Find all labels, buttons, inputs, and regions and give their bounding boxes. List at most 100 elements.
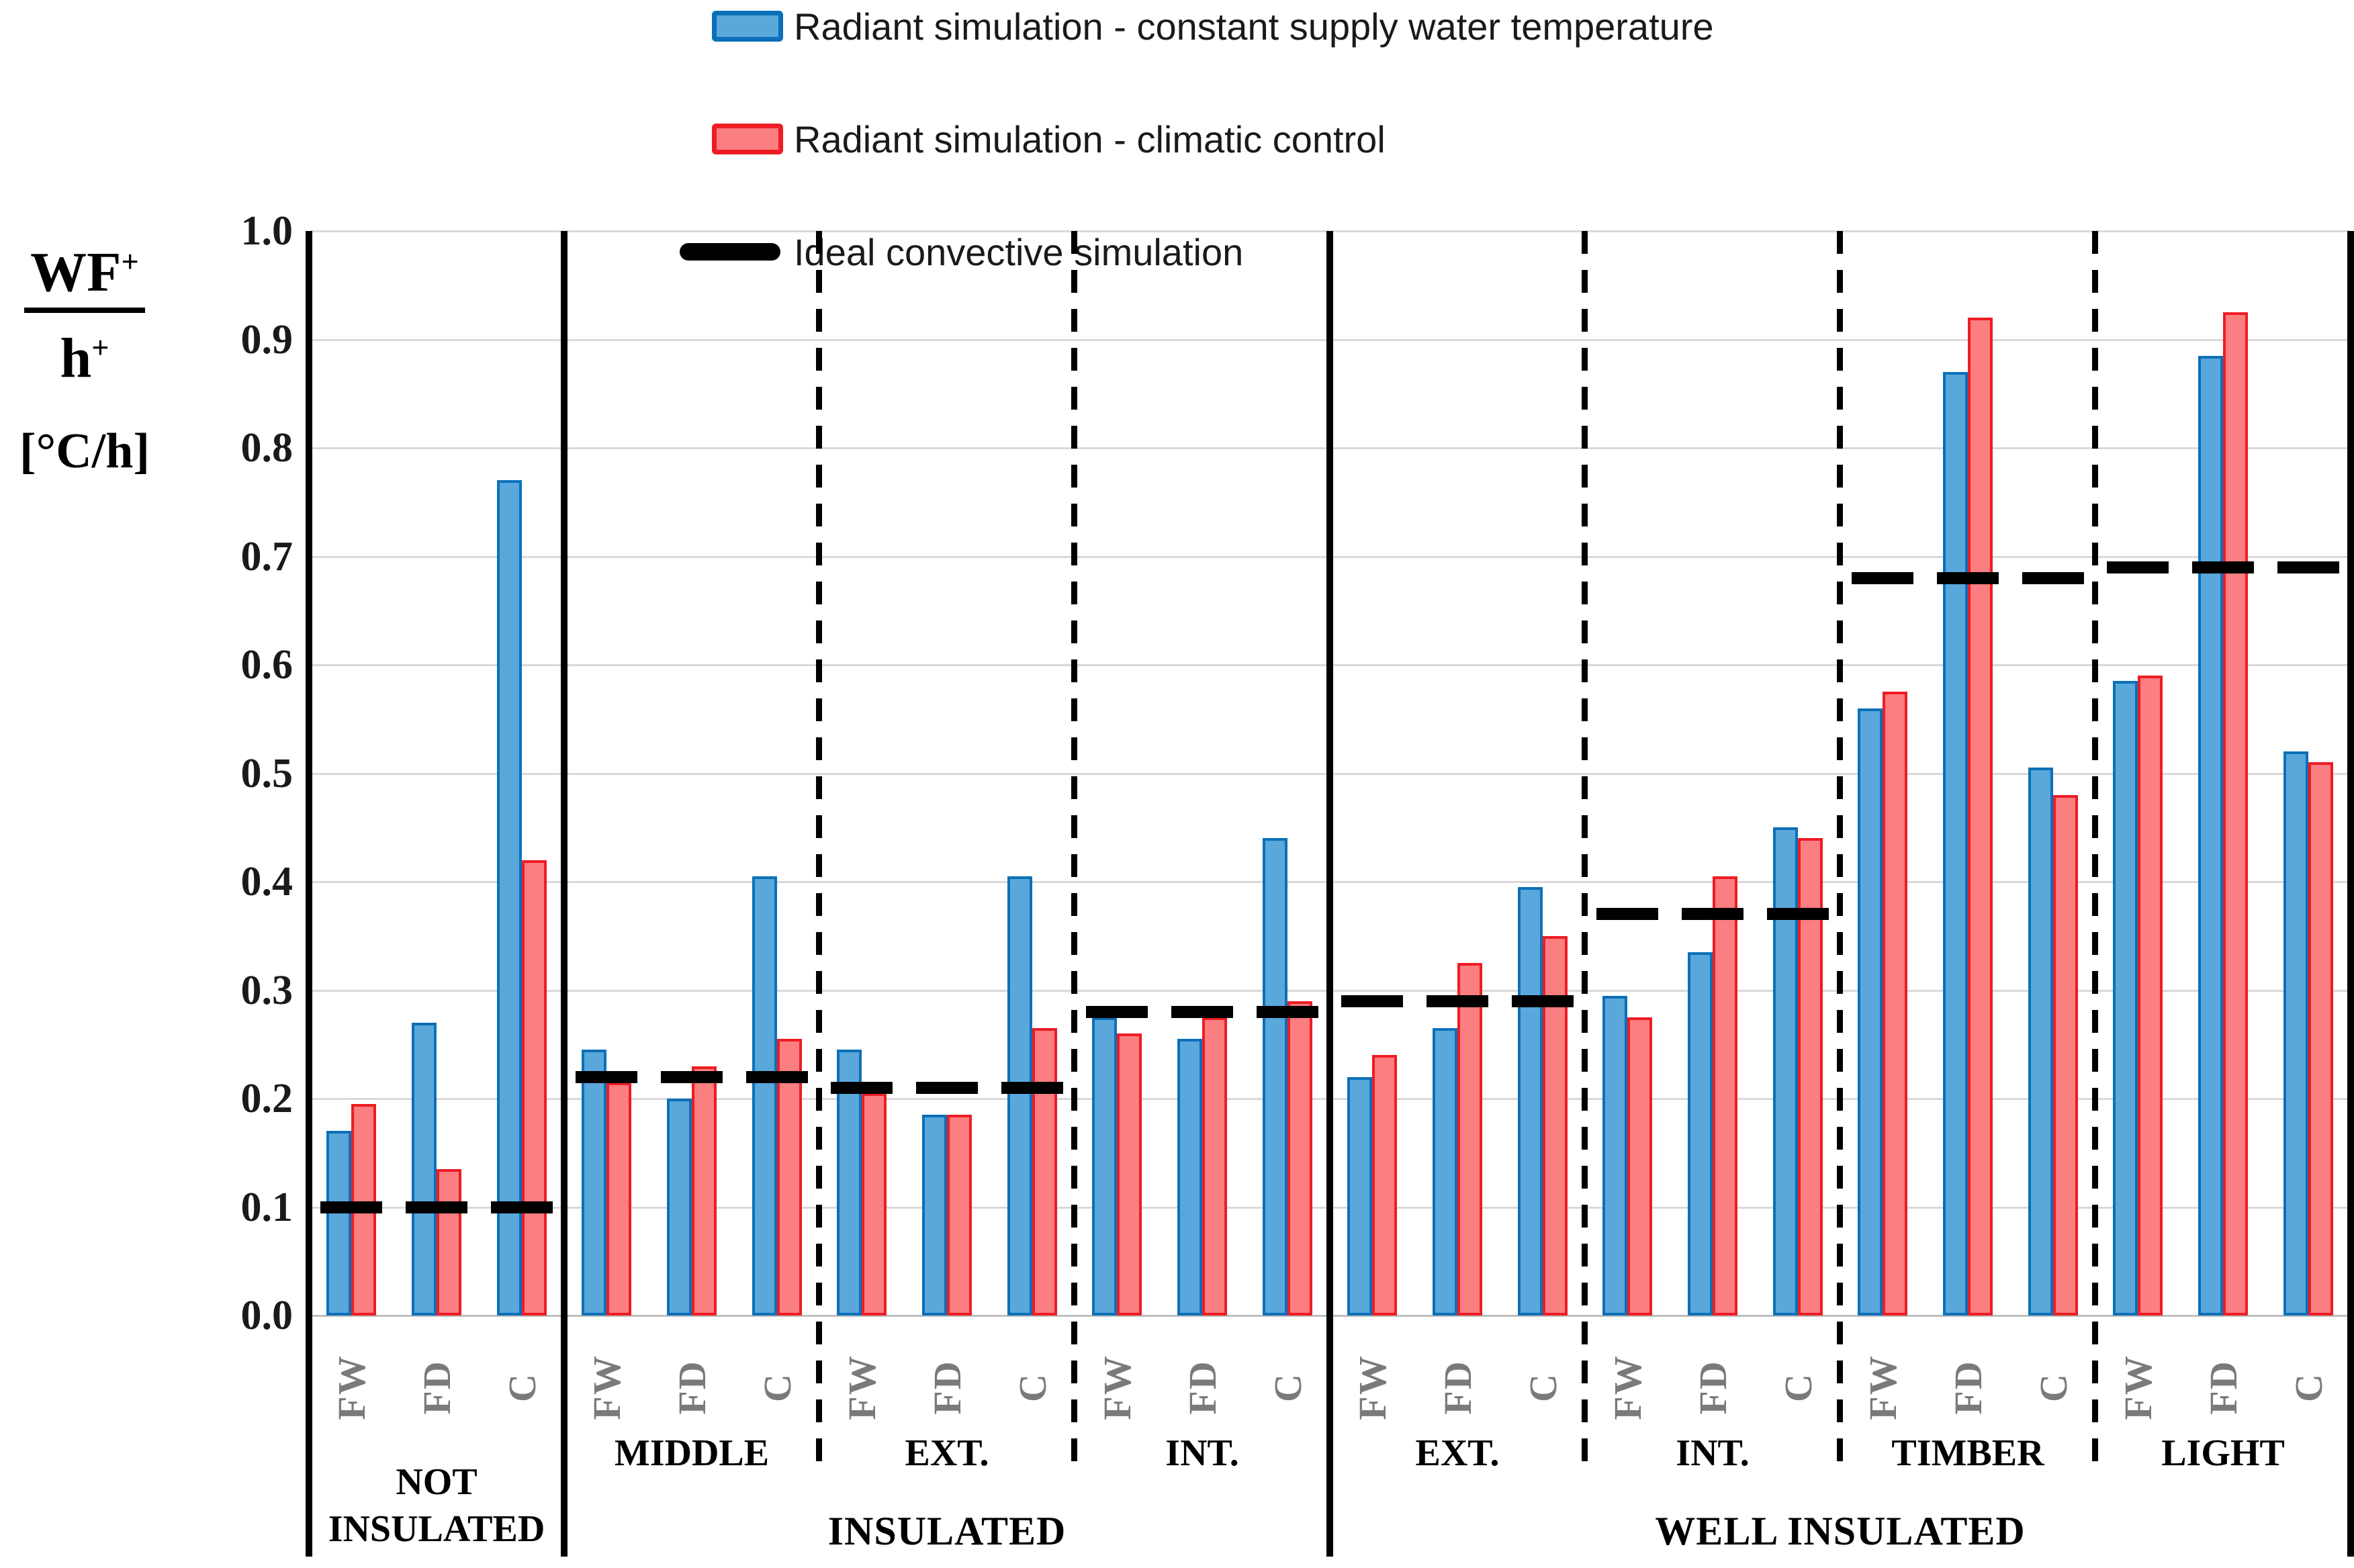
ideal-convective-dash (1511, 995, 1574, 1007)
bar-blue-FD (1433, 1028, 1457, 1316)
bar-red-C (1287, 1001, 1312, 1316)
y-axis-title: WF+ h+ [°C/h] (4, 232, 165, 480)
y-tick-label: 0.6 (240, 642, 293, 688)
legend: Radiant simulation - constant supply wat… (680, 5, 1714, 344)
y-tick-label: 0.4 (240, 859, 293, 905)
y-tick-label: 0.8 (240, 425, 293, 471)
bar-red-FD (437, 1168, 461, 1316)
category-label: WELL INSULATED (1655, 1509, 2026, 1553)
ideal-convective-dash (1086, 1005, 1148, 1018)
numerator-base: WF (30, 241, 122, 304)
ideal-convective-dash (1766, 908, 1829, 921)
bar-red-FW (1117, 1033, 1142, 1316)
bar-red-FD (1202, 1017, 1227, 1316)
denominator-sup: + (91, 330, 109, 365)
group-label: MIDDLE (614, 1432, 770, 1474)
ideal-convective-dash (2107, 561, 2169, 573)
bar-blue-FD (1943, 371, 1968, 1316)
bar-blue-C (1772, 827, 1798, 1316)
bar-red-FD (2223, 312, 2248, 1316)
y-tick-label: 0.3 (240, 967, 293, 1013)
legend-item-ideal-convective: Ideal convective simulation (680, 231, 1714, 273)
bar-red-FD (1968, 318, 1993, 1316)
swatch-wrap (680, 124, 794, 154)
y-tick-label: 0.2 (240, 1076, 293, 1121)
ideal-convective-dash (576, 1070, 638, 1083)
y-tick-label: 0.0 (240, 1293, 293, 1338)
bar-red-FW (1372, 1055, 1398, 1316)
ideal-convective-dash (1001, 1081, 1063, 1094)
group-label: EXT. (905, 1432, 989, 1474)
bar-blue-FD (922, 1115, 947, 1316)
legend-label: Ideal convective simulation (794, 230, 1244, 273)
bar-red-FW (606, 1082, 632, 1316)
group-label-line: NOT (396, 1461, 478, 1503)
legend-item-climatic-control: Radiant simulation - climatic control (680, 118, 1714, 160)
y-tick-label: 0.5 (240, 750, 293, 796)
ideal-convective-dash (1427, 995, 1488, 1007)
bar-red-C (1032, 1028, 1057, 1316)
bar-blue-FD (667, 1099, 692, 1316)
bar-red-FW (1627, 1017, 1653, 1316)
bar-red-C (521, 860, 547, 1316)
bar-blue-FW (1602, 995, 1628, 1316)
ideal-convective-dash (1341, 995, 1404, 1007)
bar-blue-C (1262, 838, 1287, 1316)
ideal-convective-dash (661, 1070, 723, 1083)
ideal-convective-dash (2022, 571, 2084, 584)
bar-red-FD (947, 1115, 972, 1316)
ideal-convective-dash (1852, 571, 1914, 584)
group-label: INT. (1676, 1432, 1750, 1474)
bar-red-FD (1713, 876, 1737, 1316)
group-divider-dashed (1837, 231, 1843, 1474)
ideal-convective-dash (2192, 561, 2254, 573)
group-label: INT. (1165, 1432, 1239, 1474)
category-label: INSULATED (827, 1509, 1067, 1553)
ideal-convective-dash (745, 1070, 808, 1083)
bar-blue-FW (326, 1131, 352, 1316)
bar-red-C (776, 1039, 802, 1316)
ideal-convective-dash (916, 1081, 978, 1094)
ideal-convective-dash (831, 1081, 893, 1094)
swatch-wrap (680, 243, 794, 261)
group-divider-solid (561, 231, 568, 1557)
ideal-convective-dash (320, 1201, 383, 1213)
x-tick-label: FW (329, 1354, 373, 1420)
bar-red-FW (1883, 692, 1908, 1316)
bar-blue-FD (1688, 952, 1713, 1316)
y-axis-title-numerator: WF+ (4, 232, 165, 302)
ideal-convective-dash (1256, 1005, 1318, 1018)
blue-series-swatch-icon (712, 11, 783, 42)
numerator-sup: + (121, 244, 139, 279)
x-tick-label: C (500, 1373, 544, 1402)
bar-blue-FD (2198, 355, 2223, 1316)
bar-red-C (2052, 794, 2078, 1316)
bar-blue-C (496, 480, 522, 1316)
red-series-swatch-icon (712, 124, 783, 154)
ideal-convective-dash (1682, 908, 1744, 921)
bar-blue-C (2028, 768, 2053, 1316)
group-label-line: INSULATED (328, 1508, 545, 1550)
bar-blue-FW (837, 1050, 862, 1316)
bar-blue-C (1007, 876, 1032, 1316)
ideal-convective-dash (490, 1201, 553, 1213)
y-tick-label: 0.9 (240, 316, 293, 363)
bar-red-C (2308, 762, 2333, 1316)
ideal-convective-dash (1937, 571, 1999, 584)
y-tick-label: 0.7 (240, 533, 293, 580)
y-tick-label: 1.0 (240, 208, 293, 254)
group-divider-dashed (816, 231, 822, 1474)
group-divider-dashed (2092, 231, 2098, 1474)
bar-red-FW (2138, 676, 2163, 1316)
bar-blue-C (2283, 751, 2308, 1316)
ideal-convective-dash (1171, 1005, 1233, 1018)
group-divider-solid (1326, 231, 1333, 1557)
group-divider-dashed (1071, 231, 1077, 1474)
y-tick-label: 0.1 (240, 1184, 293, 1230)
bar-blue-FW (2113, 681, 2138, 1316)
group-label: TIMBER (1891, 1432, 2044, 1474)
x-tick-label: FD (414, 1360, 459, 1415)
ideal-convective-dash (406, 1201, 467, 1213)
swatch-wrap (680, 11, 794, 42)
